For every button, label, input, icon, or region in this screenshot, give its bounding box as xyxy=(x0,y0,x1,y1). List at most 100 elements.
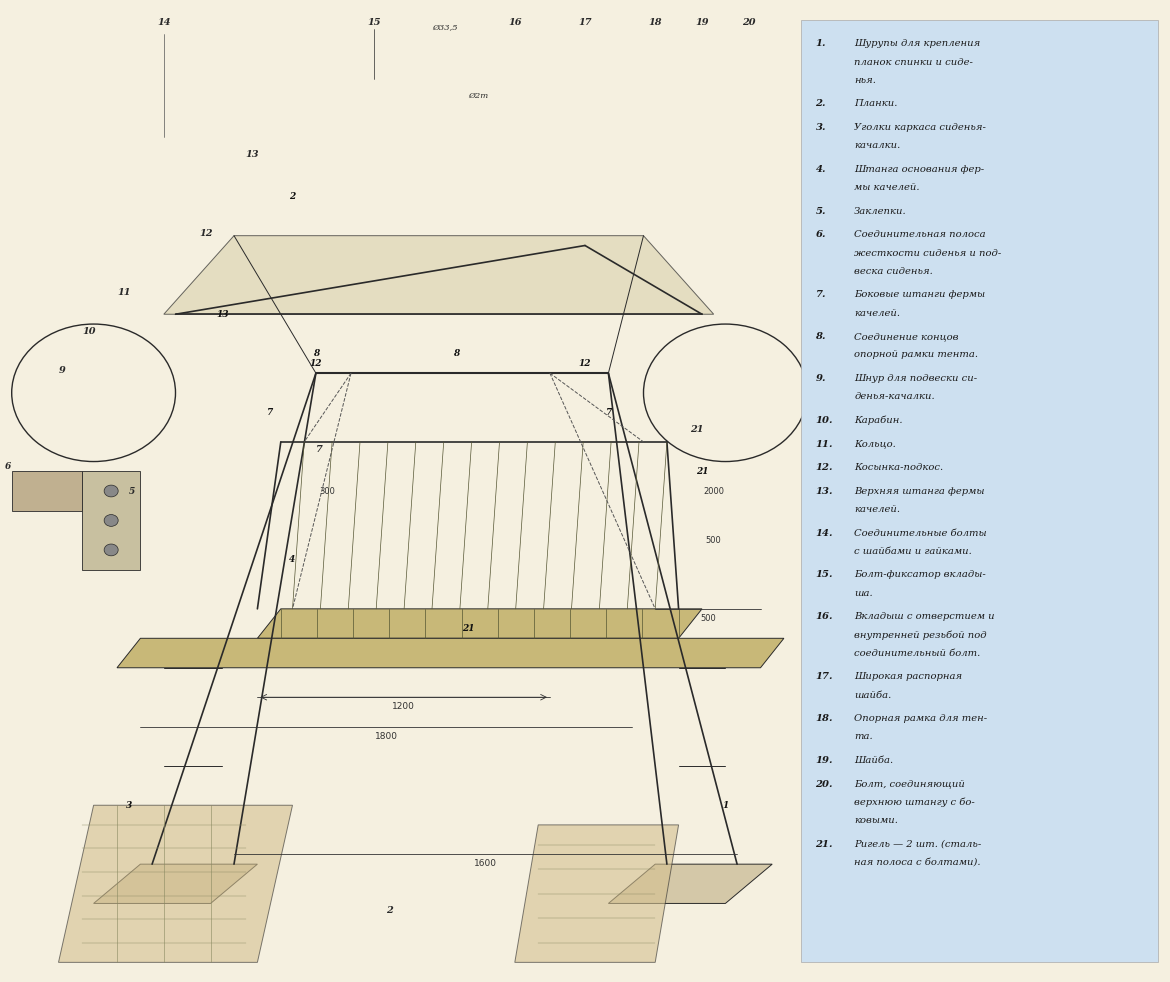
Text: Карабин.: Карабин. xyxy=(854,416,902,425)
Polygon shape xyxy=(58,805,292,962)
Text: 11: 11 xyxy=(117,288,131,297)
Text: соединительный болт.: соединительный болт. xyxy=(854,649,980,658)
Text: Ø2т: Ø2т xyxy=(468,92,488,100)
Text: 1: 1 xyxy=(722,800,729,810)
Polygon shape xyxy=(82,471,140,570)
Polygon shape xyxy=(12,471,82,511)
Text: Верхняя штанга фермы: Верхняя штанга фермы xyxy=(854,487,985,496)
Text: опорной рамки тента.: опорной рамки тента. xyxy=(854,351,978,359)
Text: 19.: 19. xyxy=(815,756,833,765)
Text: 6: 6 xyxy=(5,463,11,471)
Text: 12.: 12. xyxy=(815,464,833,472)
Text: Опорная рамка для тен-: Опорная рамка для тен- xyxy=(854,714,987,723)
Text: Шнур для подвески си-: Шнур для подвески си- xyxy=(854,374,977,383)
Text: 13: 13 xyxy=(246,150,260,159)
Text: 11.: 11. xyxy=(815,440,833,449)
Text: 7: 7 xyxy=(605,408,612,417)
Text: та.: та. xyxy=(854,733,873,741)
FancyBboxPatch shape xyxy=(801,20,1158,962)
Polygon shape xyxy=(94,864,257,903)
Text: 12: 12 xyxy=(579,358,591,368)
Text: 5.: 5. xyxy=(815,206,826,216)
Text: верхнюю штангу с бо-: верхнюю штангу с бо- xyxy=(854,798,975,807)
Text: Планки.: Планки. xyxy=(854,99,897,108)
Text: 18.: 18. xyxy=(815,714,833,723)
Text: Соединительная полоса: Соединительная полоса xyxy=(854,231,986,240)
Polygon shape xyxy=(515,825,679,962)
Text: 21: 21 xyxy=(462,624,474,633)
Text: 500: 500 xyxy=(706,535,722,545)
Text: 14.: 14. xyxy=(815,528,833,537)
Text: 17.: 17. xyxy=(815,673,833,682)
Polygon shape xyxy=(608,864,772,903)
Text: денья-качалки.: денья-качалки. xyxy=(854,392,935,402)
Text: мы качелей.: мы качелей. xyxy=(854,183,920,192)
Circle shape xyxy=(104,515,118,526)
Text: ковыми.: ковыми. xyxy=(854,816,899,825)
Text: Болт, соединяющий: Болт, соединяющий xyxy=(854,780,965,789)
Text: 12: 12 xyxy=(310,358,322,368)
Text: 19: 19 xyxy=(695,18,709,27)
Text: 15.: 15. xyxy=(815,571,833,579)
Polygon shape xyxy=(164,236,714,314)
Text: Шурупы для крепления: Шурупы для крепления xyxy=(854,39,980,48)
Text: Кольцо.: Кольцо. xyxy=(854,440,896,449)
Text: 6.: 6. xyxy=(815,231,826,240)
Text: Уголки каркаса сиденья-: Уголки каркаса сиденья- xyxy=(854,123,986,132)
Text: 17: 17 xyxy=(578,18,592,27)
Text: 21.: 21. xyxy=(815,840,833,848)
Text: 5: 5 xyxy=(129,486,135,496)
Polygon shape xyxy=(117,638,784,668)
Text: 10: 10 xyxy=(82,327,96,336)
Text: 10.: 10. xyxy=(815,416,833,425)
Text: 12: 12 xyxy=(199,229,213,238)
Text: 500: 500 xyxy=(700,614,716,623)
Text: качалки.: качалки. xyxy=(854,141,901,150)
Text: 4: 4 xyxy=(289,555,296,565)
Text: 7: 7 xyxy=(266,408,273,417)
Polygon shape xyxy=(257,609,702,638)
Text: 16: 16 xyxy=(508,18,522,27)
Text: Соединение концов: Соединение концов xyxy=(854,332,958,341)
Text: 20.: 20. xyxy=(815,780,833,789)
Text: 1200: 1200 xyxy=(392,702,415,711)
Text: 9.: 9. xyxy=(815,374,826,383)
Text: 13.: 13. xyxy=(815,487,833,496)
Text: Болт-фиксатор вклады-: Болт-фиксатор вклады- xyxy=(854,571,986,579)
Text: 13: 13 xyxy=(216,309,228,319)
Text: 7.: 7. xyxy=(815,291,826,300)
Text: 1.: 1. xyxy=(815,39,826,48)
Text: 2: 2 xyxy=(289,191,296,201)
Text: Косынка-подкос.: Косынка-подкос. xyxy=(854,464,943,472)
Text: качелей.: качелей. xyxy=(854,505,900,514)
Text: 4.: 4. xyxy=(815,165,826,174)
Text: ша.: ша. xyxy=(854,588,873,598)
Text: 1800: 1800 xyxy=(374,732,398,740)
Text: 18: 18 xyxy=(648,18,662,27)
Text: 8.: 8. xyxy=(815,332,826,341)
Text: 3.: 3. xyxy=(815,123,826,132)
Text: ная полоса с болтами).: ная полоса с болтами). xyxy=(854,858,980,867)
Text: Соединительные болты: Соединительные болты xyxy=(854,528,986,537)
Text: Вкладыш с отверстием и: Вкладыш с отверстием и xyxy=(854,613,994,622)
Text: планок спинки и сиде-: планок спинки и сиде- xyxy=(854,58,973,67)
Text: 15: 15 xyxy=(367,18,381,27)
Text: Ø33,5: Ø33,5 xyxy=(432,24,457,31)
Circle shape xyxy=(104,544,118,556)
Text: 300: 300 xyxy=(319,486,336,496)
Text: 2.: 2. xyxy=(815,99,826,108)
Text: 2000: 2000 xyxy=(703,486,724,496)
Text: жесткости сиденья и под-: жесткости сиденья и под- xyxy=(854,248,1002,257)
Text: с шайбами и гайками.: с шайбами и гайками. xyxy=(854,547,972,556)
Text: веска сиденья.: веска сиденья. xyxy=(854,267,932,276)
Text: Широкая распорная: Широкая распорная xyxy=(854,673,962,682)
Text: 21: 21 xyxy=(690,425,704,434)
Text: 3: 3 xyxy=(125,800,132,810)
Text: 21: 21 xyxy=(696,466,708,476)
Text: 8: 8 xyxy=(312,349,319,358)
Text: 7: 7 xyxy=(316,445,323,454)
Circle shape xyxy=(104,485,118,497)
Text: 8: 8 xyxy=(453,349,460,358)
Text: 16.: 16. xyxy=(815,613,833,622)
Text: качелей.: качелей. xyxy=(854,308,900,317)
